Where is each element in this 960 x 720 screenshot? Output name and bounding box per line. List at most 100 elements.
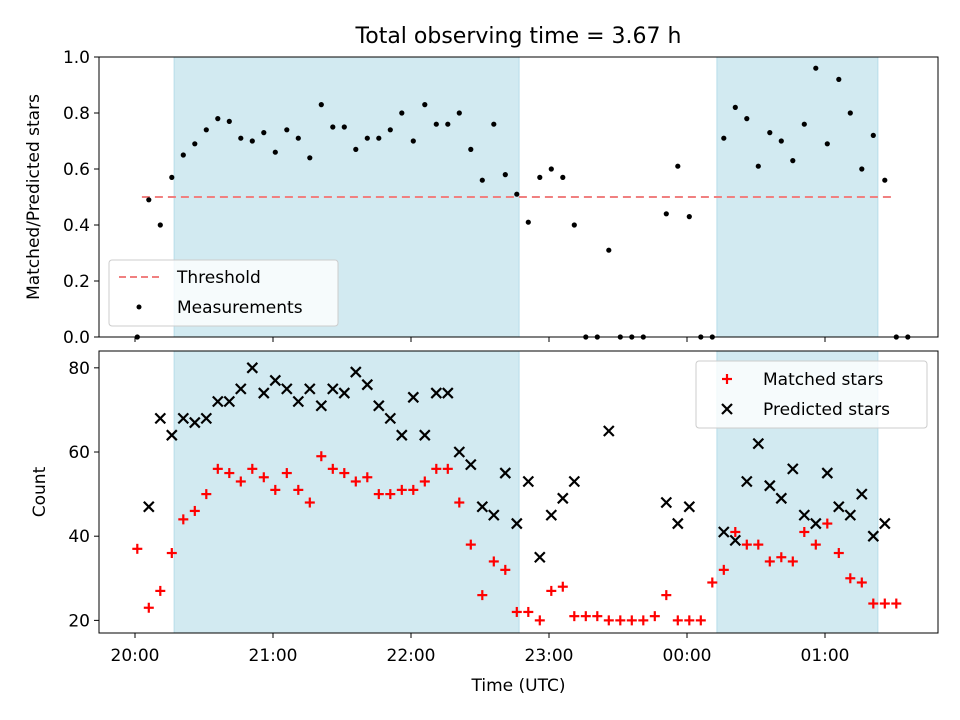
matched-point (799, 526, 810, 537)
measurement-point (238, 135, 244, 141)
matched-point (764, 556, 775, 567)
matched-point (304, 497, 315, 508)
predicted-point (350, 366, 362, 378)
matched-point (166, 548, 177, 559)
matched-point (212, 463, 223, 474)
measurement-point (330, 124, 336, 130)
predicted-points (143, 362, 891, 564)
matched-point (465, 539, 476, 550)
measurement-point (376, 135, 382, 141)
predicted-point (166, 429, 178, 441)
bottom-legend: Matched stars Predicted stars (695, 360, 928, 429)
matched-point (316, 451, 327, 462)
measurement-point (399, 110, 405, 116)
predicted-point (856, 488, 868, 500)
top-y-tick-label: 0.4 (63, 216, 90, 236)
top-axes-frame (98, 56, 939, 338)
predicted-point (465, 458, 477, 471)
predicted-point (269, 374, 282, 387)
matched-point (879, 598, 890, 609)
measurement-point (157, 222, 163, 228)
bottom-y-axis-label: Count (30, 466, 50, 517)
measurement-point (261, 130, 267, 136)
matched-point (408, 484, 419, 495)
measurement-point (778, 138, 784, 144)
predicted-point (258, 387, 270, 399)
predicted-point (212, 395, 224, 408)
predicted-point (177, 412, 190, 425)
matched-point (626, 615, 637, 626)
matched-point (891, 598, 902, 609)
predicted-point (568, 475, 581, 488)
predicted-point (189, 416, 201, 429)
legend-predicted-swatch (721, 403, 733, 415)
measurement-point (732, 104, 738, 110)
predicted-point (764, 479, 776, 492)
x-tick-label: 23:00 (525, 646, 574, 666)
legend-x-marker (721, 403, 733, 415)
measurement-point (675, 163, 681, 169)
measurement-point (790, 158, 796, 164)
measurement-point (801, 121, 807, 127)
measurement-point (192, 141, 198, 147)
matched-point (638, 615, 649, 626)
measurement-point (847, 110, 853, 116)
matched-point (385, 489, 396, 500)
matched-point (741, 539, 752, 550)
matched-point (718, 564, 729, 575)
matched-point (695, 615, 706, 626)
matched-point (776, 552, 787, 563)
predicted-point (798, 509, 811, 521)
top-x-ticks (134, 337, 826, 342)
measurement-point (882, 177, 888, 183)
predicted-point (499, 467, 512, 479)
predicted-point (304, 383, 316, 395)
bottom-x-ticks: 20:00 21:00 22:00 23:00 00:00 01:00 (111, 633, 850, 666)
predicted-point (660, 496, 673, 509)
predicted-point (672, 517, 684, 530)
legend-predicted-label: Predicted stars (763, 400, 890, 420)
bottom-y-tick-label: 60 (68, 443, 90, 463)
matched-point (189, 505, 200, 516)
top-legend-box (108, 259, 339, 327)
matched-point (477, 590, 488, 601)
predicted-point (453, 446, 466, 458)
legend-measurements-swatch (136, 304, 142, 310)
predicted-point (821, 467, 834, 479)
predicted-point (235, 383, 247, 395)
matched-point (810, 539, 821, 550)
matched-point (592, 611, 603, 622)
measurement-point (525, 219, 531, 225)
matched-point (327, 463, 338, 474)
predicted-point (718, 526, 730, 538)
top-y-tick-label: 0.2 (63, 272, 90, 292)
measurement-point (491, 121, 497, 127)
measurement-point (353, 146, 359, 152)
measurement-point (180, 152, 186, 158)
predicted-point (154, 412, 167, 425)
matched-point (350, 476, 361, 487)
measurement-point (410, 138, 416, 144)
predicted-point (281, 383, 293, 395)
measurement-point (364, 135, 370, 141)
measurement-point (721, 135, 727, 141)
measurement-point (445, 121, 451, 127)
measurement-point (767, 130, 773, 136)
matched-point (247, 463, 258, 474)
matched-point (661, 590, 672, 601)
predicted-point (442, 387, 454, 399)
measurement-point (169, 174, 175, 180)
matched-point (373, 489, 384, 500)
top-y-tick-label: 0.8 (63, 104, 90, 124)
x-axis-label: Time (UTC) (471, 676, 566, 696)
predicted-point (557, 492, 569, 505)
matched-point (615, 615, 626, 626)
bottom-y-tick-label: 80 (68, 359, 90, 379)
matched-point (868, 598, 879, 609)
matched-point (454, 497, 465, 508)
predicted-point (488, 509, 500, 521)
top-y-ticks: 0.0 0.2 0.4 0.6 0.8 1.0 (63, 48, 99, 348)
matched-point (396, 484, 407, 495)
